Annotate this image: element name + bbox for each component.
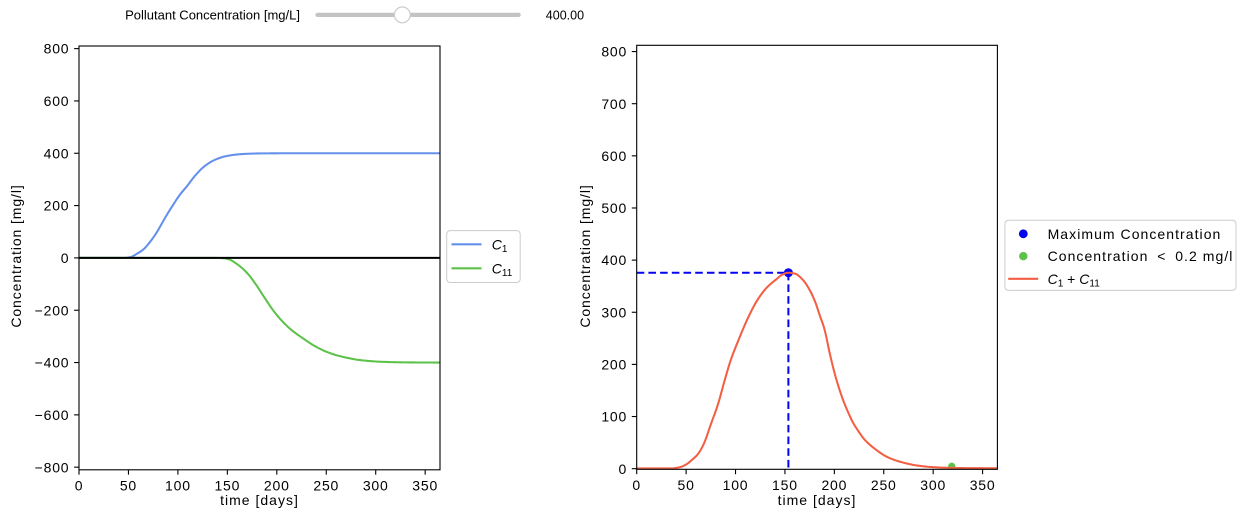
svg-text:−800: −800 [35,459,70,475]
svg-text:100: 100 [723,477,749,493]
svg-text:200: 200 [601,356,627,372]
svg-text:Pollutant Concentration [mg/L]: Pollutant Concentration [mg/L] [125,8,300,23]
svg-text:50: 50 [678,477,695,493]
svg-text:400: 400 [601,252,627,268]
svg-text:800: 800 [44,41,70,57]
svg-text:350: 350 [412,478,438,494]
svg-text:350: 350 [970,477,996,493]
svg-text:time [days]: time [days] [778,492,857,508]
svg-text:200: 200 [44,198,70,214]
svg-text:800: 800 [601,44,627,60]
svg-text:150: 150 [772,477,798,493]
svg-text:400.00: 400.00 [546,8,584,22]
svg-text:250: 250 [871,477,897,493]
svg-text:150: 150 [214,478,240,494]
svg-text:0: 0 [619,461,628,477]
svg-text:Concentration < 0.2 mg/l: Concentration < 0.2 mg/l [1048,248,1234,264]
svg-text:100: 100 [165,478,191,494]
svg-text:700: 700 [601,96,627,112]
svg-text:time [days]: time [days] [220,492,299,508]
svg-text:600: 600 [601,148,627,164]
svg-text:0: 0 [632,477,641,493]
svg-text:200: 200 [821,477,847,493]
svg-text:Concentration [mg/l]: Concentration [mg/l] [8,184,24,327]
svg-text:300: 300 [363,478,389,494]
svg-text:Concentration [mg/l]: Concentration [mg/l] [577,184,593,327]
svg-text:300: 300 [601,304,627,320]
svg-text:400: 400 [44,145,70,161]
svg-text:100: 100 [601,409,627,425]
svg-text:500: 500 [601,200,627,216]
svg-text:300: 300 [920,477,946,493]
svg-text:−400: −400 [35,355,70,371]
svg-text:200: 200 [264,478,290,494]
svg-text:−600: −600 [35,407,70,423]
svg-text:50: 50 [120,478,137,494]
svg-text:0: 0 [61,250,70,266]
svg-text:600: 600 [44,93,70,109]
svg-text:Maximum Concentration: Maximum Concentration [1048,226,1222,242]
svg-text:−200: −200 [35,302,70,318]
svg-text:250: 250 [313,478,339,494]
svg-text:0: 0 [75,478,84,494]
